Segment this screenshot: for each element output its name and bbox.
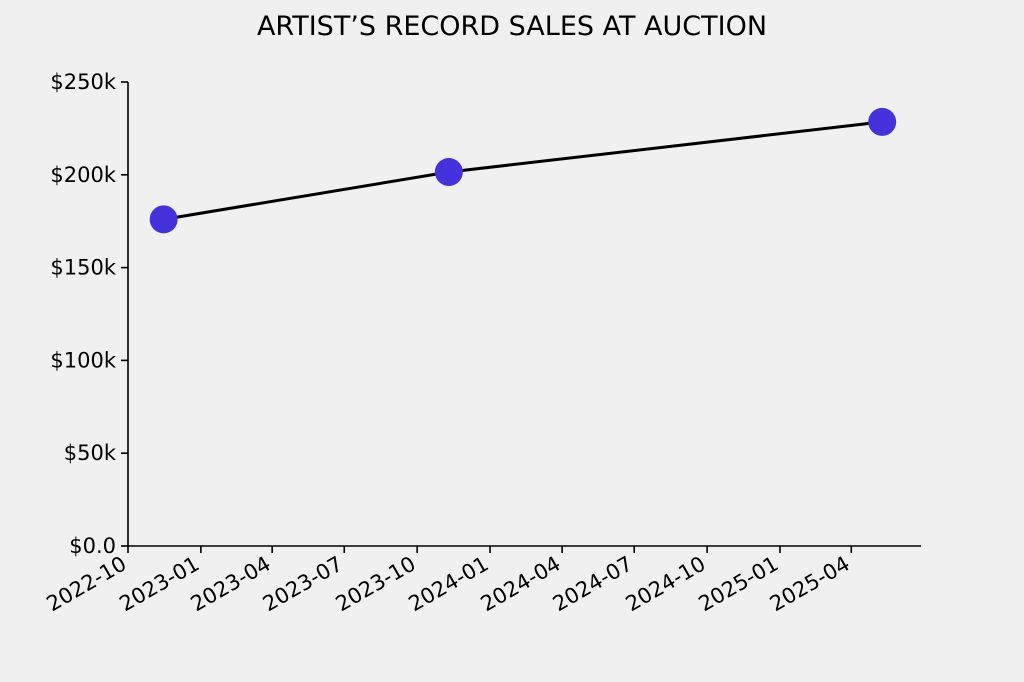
data-point	[868, 107, 897, 136]
x-tick-label: 2022-10	[43, 552, 131, 617]
x-tick-label: 2024-07	[549, 552, 637, 617]
x-tick-label: 2023-07	[259, 552, 347, 617]
x-tick-label: 2023-01	[115, 552, 203, 617]
data-point	[434, 158, 463, 187]
x-tick-label: 2025-01	[694, 552, 782, 617]
x-tick-label: 2024-01	[405, 552, 493, 617]
series-line	[163, 120, 883, 221]
x-tick-label: 2023-04	[187, 552, 275, 617]
y-tick-label: $100k	[50, 348, 116, 372]
y-tick-label: $200k	[50, 163, 116, 187]
data-point	[149, 205, 178, 234]
axes: $0.0$50k$100k$150k$200k$250k2022-102023-…	[43, 70, 921, 616]
y-tick-label: $0.0	[69, 534, 116, 558]
chart-title: ARTIST’S RECORD SALES AT AUCTION	[257, 11, 767, 42]
y-tick-label: $250k	[50, 70, 116, 94]
y-tick-label: $150k	[50, 256, 116, 280]
series-layer	[149, 107, 897, 234]
y-tick-label: $50k	[64, 441, 117, 465]
x-tick-label: 2024-10	[622, 552, 710, 617]
x-tick-label: 2025-04	[766, 552, 854, 617]
x-tick-label: 2023-10	[332, 552, 420, 617]
x-tick-label: 2024-04	[477, 552, 565, 617]
